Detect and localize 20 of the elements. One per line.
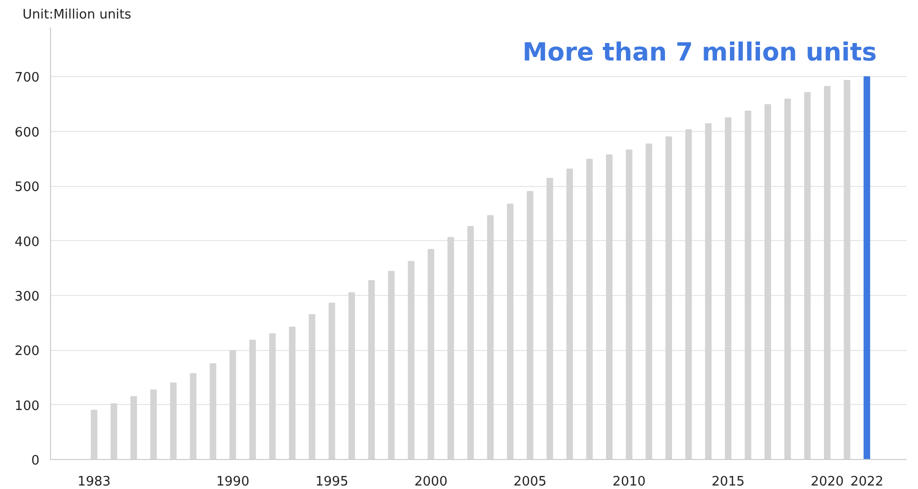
bar <box>864 76 870 460</box>
x-tick-label: 1995 <box>315 474 348 489</box>
x-tick-label: 2015 <box>712 474 745 489</box>
y-tick-label: 700 <box>14 70 40 86</box>
x-tick-label: 1983 <box>78 474 111 489</box>
x-tick-label: 2020 <box>810 474 844 489</box>
x-tick-label: 2010 <box>612 474 646 489</box>
x-tick-label: 2022 <box>850 474 884 489</box>
x-tick-label: 2000 <box>414 474 448 489</box>
y-tick-label: 500 <box>14 180 40 196</box>
y-tick-label: 200 <box>14 344 40 360</box>
y-tick-label: 0 <box>31 454 40 468</box>
y-tick-label: 100 <box>14 398 40 414</box>
x-tick-label: 1990 <box>216 474 250 489</box>
annotation: More than 7 million units <box>522 38 877 67</box>
x-tick-label: 2005 <box>513 474 547 489</box>
y-tick-label: 600 <box>14 125 40 140</box>
y-tick-label: 300 <box>14 289 40 304</box>
y-tick-label: 400 <box>14 234 40 250</box>
y-axis-title: Unit:Million units <box>22 8 132 22</box>
